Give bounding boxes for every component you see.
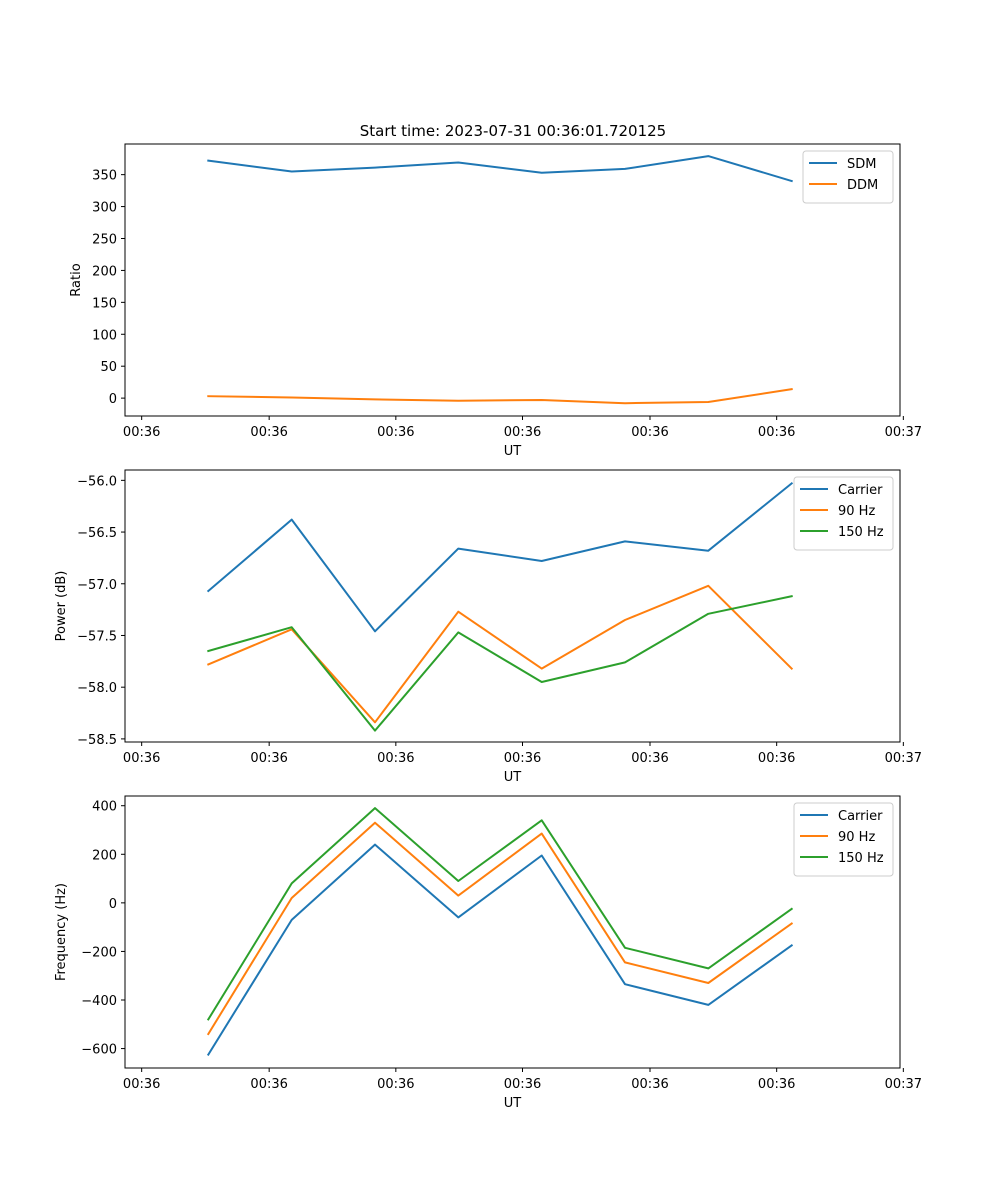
x-tick-label: 00:36 [250,1077,287,1092]
x-tick-label: 00:36 [758,1077,795,1092]
legend-label: SDM [847,157,876,172]
x-axis-label: UT [504,1096,522,1111]
y-tick-label: −58.0 [77,681,117,696]
x-tick-label: 00:36 [250,751,287,766]
chart-panel-3: 00:36 00:36 00:36 00:36 00:36 00:36 00:37 UT −60… [54,795,922,1111]
y-tick-label: 250 [92,232,117,247]
y-tick-label: 200 [92,264,117,279]
x-tick-label: 00:36 [504,751,541,766]
legend-label: Carrier [838,483,883,498]
series-line-ddm [207,388,793,405]
y-tick-label: 50 [100,360,117,375]
series-line-90-hz [206,584,794,724]
y-tick-label: −56.0 [77,474,117,489]
series-line-150-hz [207,595,793,732]
x-tick-label: 00:36 [377,425,414,440]
y-tick-label: −58.5 [77,733,117,748]
legend: Carrier 90 Hz 150 Hz [793,802,894,877]
x-tick-label: 00:36 [377,751,414,766]
x-tick-label: 00:36 [123,1077,160,1092]
x-tick-label: 00:36 [504,425,541,440]
x-tick-label: 00:36 [250,425,287,440]
legend-label: 90 Hz [838,504,875,519]
x-tick-label: 00:36 [631,751,668,766]
x-tick-label: 00:36 [123,425,160,440]
x-axis-label: UT [504,770,522,785]
x-tick-label: 00:37 [885,751,922,766]
chart-title: Start time: 2023-07-31 00:36:01.720125 [360,122,666,140]
series-line-carrier [206,843,794,1056]
legend-label: DDM [847,178,878,193]
legend-label: 150 Hz [838,851,884,866]
x-tick-label: 00:37 [885,1077,922,1092]
y-axis-label: Ratio [69,263,84,296]
y-tick-label: 200 [92,848,117,863]
legend: SDM DDM [802,150,894,204]
y-tick-label: 0 [109,392,117,407]
panels: 00:36 00:36 00:36 00:36 00:36 00:36 00:37 UT 0 50… [54,143,922,1111]
x-tick-label: 00:36 [504,1077,541,1092]
y-tick-label: −600 [81,1043,117,1058]
y-tick-label: 350 [92,169,117,184]
chart-panel-1: 00:36 00:36 00:36 00:36 00:36 00:36 00:37 UT 0 50… [69,143,922,459]
legend-label: 150 Hz [838,525,884,540]
y-axis-label: Power (dB) [54,571,69,642]
series-line-90-hz [206,821,794,1036]
y-tick-label: 150 [92,296,117,311]
legend: Carrier 90 Hz 150 Hz [793,476,894,551]
x-tick-label: 00:36 [758,751,795,766]
series-line-150-hz [206,807,794,1021]
y-tick-label: −57.5 [77,629,117,644]
axes-frame [124,469,901,743]
axes-frame [124,143,901,417]
legend-label: 90 Hz [838,830,875,845]
y-tick-label: −400 [81,994,117,1009]
y-tick-label: −56.5 [77,526,117,541]
series-line-sdm [207,155,793,183]
y-tick-label: 300 [92,201,117,216]
y-tick-label: 0 [109,897,117,912]
legend-label: Carrier [838,809,883,824]
axes-frame [124,795,901,1069]
x-tick-label: 00:37 [885,425,922,440]
x-tick-label: 00:36 [377,1077,414,1092]
y-tick-label: −57.0 [77,578,117,593]
x-tick-label: 00:36 [631,1077,668,1092]
series-line-carrier [206,481,794,633]
y-axis-label: Frequency (Hz) [54,883,69,981]
x-tick-label: 00:36 [631,425,668,440]
y-tick-label: 100 [92,328,117,343]
chart-panel-2: 00:36 00:36 00:36 00:36 00:36 00:36 00:37 UT −58… [54,469,922,785]
x-tick-label: 00:36 [758,425,795,440]
y-tick-label: 400 [92,800,117,815]
y-tick-label: −200 [81,945,117,960]
x-axis-label: UT [504,444,522,459]
x-tick-label: 00:36 [123,751,160,766]
